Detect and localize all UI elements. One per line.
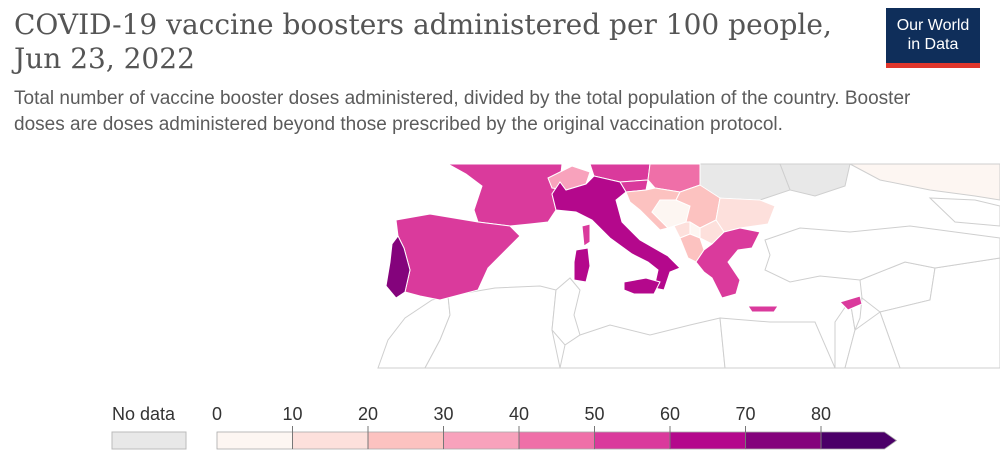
country-corsica[interactable] (581, 223, 591, 247)
country-france[interactable] (446, 163, 563, 227)
legend-tick-label: 80 (811, 404, 831, 424)
legend-tick-label: 30 (433, 404, 453, 424)
legend-bin-0[interactable] (216, 431, 293, 450)
legend-tick-label: 60 (660, 404, 680, 424)
legend-tick-label: 20 (358, 404, 378, 424)
owid-logo[interactable]: Our World in Data (886, 8, 980, 68)
country-italy[interactable] (551, 175, 681, 291)
country-libya[interactable] (559, 317, 726, 369)
country-sardinia[interactable] (573, 247, 591, 283)
country-cyprus[interactable] (839, 295, 863, 311)
country-algeria[interactable] (424, 285, 561, 369)
country-greece[interactable] (695, 227, 761, 299)
legend-bin-5[interactable] (594, 431, 671, 450)
europe-countries (385, 163, 863, 313)
country-turkey[interactable] (764, 225, 1000, 283)
legend: No data 0 10 20 30 40 50 60 70 80 (111, 404, 898, 450)
country-portugal[interactable] (385, 235, 411, 299)
country-georgia[interactable] (928, 197, 1000, 227)
country-russia[interactable] (849, 163, 1000, 201)
legend-bin-1[interactable] (292, 431, 369, 450)
legend-tick-label: 0 (212, 404, 222, 424)
legend-bins: 0 10 20 30 40 50 60 70 80 (212, 404, 898, 450)
country-ukraine[interactable] (779, 163, 851, 197)
legend-bin-2[interactable] (367, 431, 444, 450)
legend-no-data-label: No data (112, 404, 176, 424)
legend-bin-8[interactable] (820, 431, 898, 450)
legend-bin-6[interactable] (669, 431, 746, 450)
legend-bin-7[interactable] (745, 431, 822, 450)
chart-title: COVID-19 vaccine boosters administered p… (14, 8, 832, 75)
country-egypt[interactable] (719, 317, 836, 369)
country-sicily[interactable] (623, 277, 661, 295)
legend-tick-label: 70 (735, 404, 755, 424)
country-tunisia[interactable] (551, 277, 581, 346)
legend-no-data-swatch[interactable] (111, 431, 187, 450)
logo-line-1: Our World (896, 17, 970, 34)
country-spain[interactable] (395, 213, 521, 301)
legend-bin-4[interactable] (518, 431, 595, 450)
country-crete[interactable] (747, 305, 779, 313)
east-outlines (689, 163, 1000, 283)
legend-bin-3[interactable] (443, 431, 520, 450)
legend-tick-label: 40 (509, 404, 529, 424)
country-jordan[interactable] (844, 311, 901, 369)
logo-line-2: in Data (907, 36, 959, 53)
africa-outlines (377, 257, 1000, 369)
legend-tick-label: 50 (584, 404, 604, 424)
country-bulgaria[interactable] (715, 197, 776, 233)
legend-tick-label: 10 (282, 404, 302, 424)
chart-subtitle: Total number of vaccine booster doses ad… (14, 88, 911, 135)
